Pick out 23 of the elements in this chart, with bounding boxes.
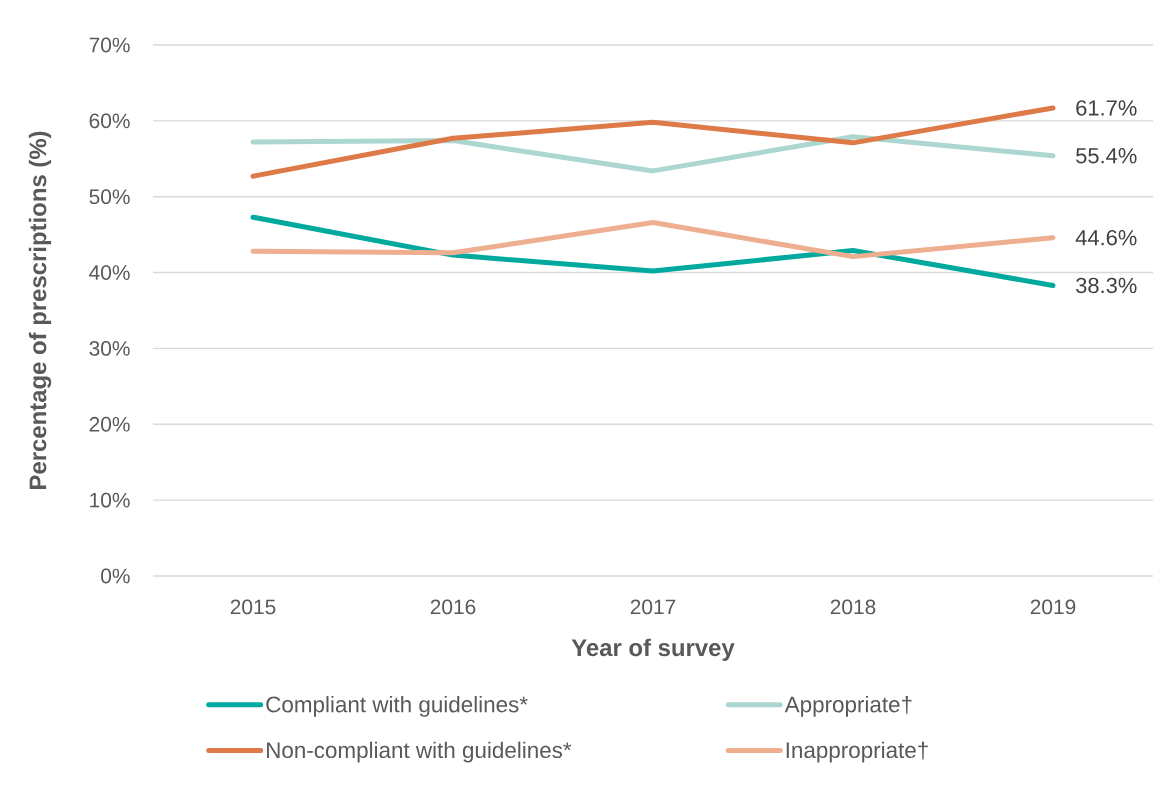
x-tick-label: 2015 xyxy=(230,599,276,615)
x-tick-label: 2017 xyxy=(630,599,676,615)
legend-label: Inappropriate† xyxy=(786,741,928,763)
legend-label: Compliant with guidelines* xyxy=(266,695,528,717)
x-tick-label: 2016 xyxy=(430,599,476,615)
data-label: 61.7% xyxy=(1076,100,1137,116)
y-tick-label: 30% xyxy=(89,341,130,356)
y-tick-label: 70% xyxy=(89,37,130,53)
x-tick-label: 2019 xyxy=(1030,599,1076,615)
legend-label: Non-compliant with guidelines* xyxy=(267,741,572,763)
y-tick-label: 20% xyxy=(89,416,130,432)
y-tick-label: 10% xyxy=(90,492,130,508)
y-tick-label: 0% xyxy=(101,568,130,584)
data-label: 44.6% xyxy=(1075,229,1137,246)
legend-label: Appropriate† xyxy=(784,695,912,717)
x-axis-title: Year of survey xyxy=(571,638,735,661)
data-label: 38.3% xyxy=(1076,277,1137,294)
y-axis-title: Percentage of prescriptions (%) xyxy=(28,131,52,489)
y-tick-label: 50% xyxy=(89,189,130,205)
data-label: 55.4% xyxy=(1076,148,1137,164)
y-tick-label: 40% xyxy=(89,265,130,280)
y-tick-label: 60% xyxy=(89,113,130,129)
x-tick-label: 2018 xyxy=(830,599,876,615)
